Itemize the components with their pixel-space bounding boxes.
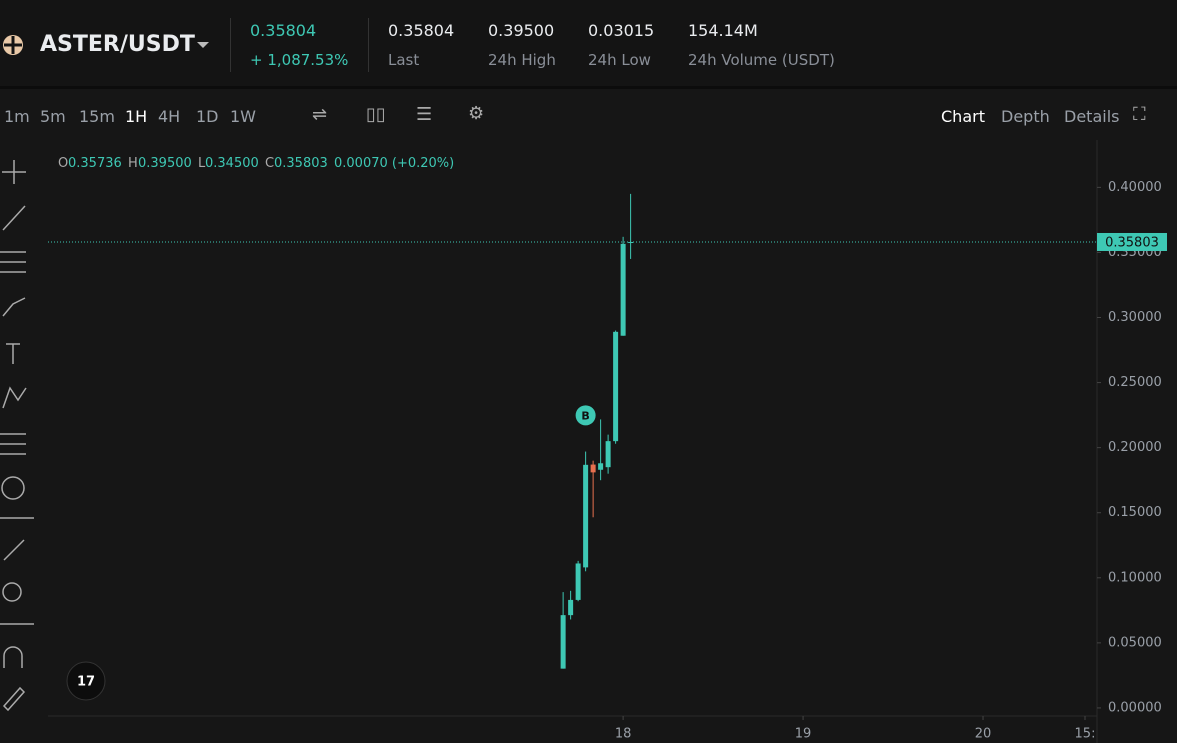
- change: + 1,087.53%: [250, 51, 349, 69]
- stat-label: 24h Low: [588, 51, 651, 69]
- y-tick-label: 0.00000: [1108, 700, 1162, 715]
- candle-body: [575, 563, 581, 600]
- list-icon[interactable]: ☰: [416, 104, 433, 125]
- divider: [368, 18, 369, 72]
- fullscreen-icon[interactable]: ⛶: [1133, 104, 1146, 125]
- y-tick-label: 0.30000: [1108, 310, 1162, 325]
- tv-logo-text: 17: [77, 675, 95, 690]
- stat-value: 0.39500: [488, 21, 555, 40]
- y-tick-label: 0.10000: [1108, 570, 1162, 585]
- ohlc-key: H: [128, 156, 138, 171]
- ohlc-change: 0.00070 (+0.20%): [334, 156, 455, 171]
- candle-body: [613, 331, 619, 442]
- stat-value: 154.14M: [688, 21, 758, 40]
- candle-body: [568, 599, 574, 616]
- candle-icon[interactable]: ▯▯: [366, 104, 386, 125]
- tab[interactable]: Depth: [1001, 107, 1050, 126]
- stat-label: 24h Volume (USDT): [688, 51, 835, 69]
- interval[interactable]: 4H: [158, 107, 181, 126]
- tv-logo[interactable]: [66, 661, 106, 701]
- buy-marker-label: B: [581, 409, 589, 422]
- y-tick-label: 0.15000: [1108, 505, 1162, 520]
- x-tick-label: 15:: [1075, 727, 1096, 742]
- ohlc-key: L: [198, 156, 206, 171]
- dropdown[interactable]: [196, 40, 210, 50]
- stat-value: 0.35804: [388, 21, 455, 40]
- indicator-icon[interactable]: ⇌: [312, 104, 328, 125]
- tab[interactable]: Details: [1064, 107, 1120, 126]
- candle-body: [620, 243, 626, 336]
- buy-marker: [575, 405, 596, 426]
- y-tick-label: 0.25000: [1108, 375, 1162, 390]
- drawing-tools: [0, 160, 34, 712]
- ohlc-value: 0.35803: [274, 156, 328, 171]
- candle-body: [583, 464, 589, 568]
- price: 0.35804: [250, 21, 317, 40]
- interval[interactable]: 5m: [40, 107, 66, 126]
- header: ASTER/USDT 0.35804 + 1,087.53% 0.35804 La…: [0, 0, 1177, 89]
- last-price-box: [1097, 232, 1167, 251]
- ohlc-key: C: [265, 156, 275, 171]
- candle-body: [605, 441, 611, 468]
- ohlc-value: 0.39500: [138, 156, 192, 171]
- stat-label: Last: [388, 51, 420, 69]
- y-tick-label: 0.20000: [1108, 440, 1162, 455]
- interval[interactable]: 15m: [79, 107, 115, 126]
- stat-value: 0.03015: [588, 21, 655, 40]
- ohlc-key: O: [58, 156, 69, 171]
- settings-icon[interactable]: ⚙: [468, 103, 485, 124]
- interval[interactable]: 1D: [196, 107, 219, 126]
- tab[interactable]: Chart: [941, 107, 985, 126]
- toolbar: ⇌ ▯▯ ☰ ⚙ ⛶ 1m 5m 15m 1H 4H 1D 1W Chart Depth Deta…: [0, 98, 1177, 138]
- interval[interactable]: 1W: [230, 107, 256, 126]
- x-tick-label: 18: [615, 727, 632, 742]
- ohlc-value: 0.35736: [68, 156, 122, 171]
- x-tick-label: 20: [975, 727, 992, 742]
- interval[interactable]: 1H: [125, 107, 148, 126]
- last-price-label: 0.35803: [1105, 235, 1159, 250]
- divider: [230, 18, 231, 72]
- y-tick-label: 0.05000: [1108, 635, 1162, 650]
- interval[interactable]: 1m: [4, 107, 30, 126]
- x-tick-label: 19: [795, 727, 812, 742]
- candle-body: [590, 464, 596, 473]
- y-tick-label: 0.40000: [1108, 180, 1162, 195]
- candle-body: [560, 615, 566, 669]
- coin-icon: [3, 35, 23, 55]
- stat-label: 24h High: [488, 51, 556, 69]
- candle-body: [598, 463, 604, 470]
- pair[interactable]: ASTER/USDT: [40, 32, 195, 57]
- ohlc-value: 0.34500: [205, 156, 259, 171]
